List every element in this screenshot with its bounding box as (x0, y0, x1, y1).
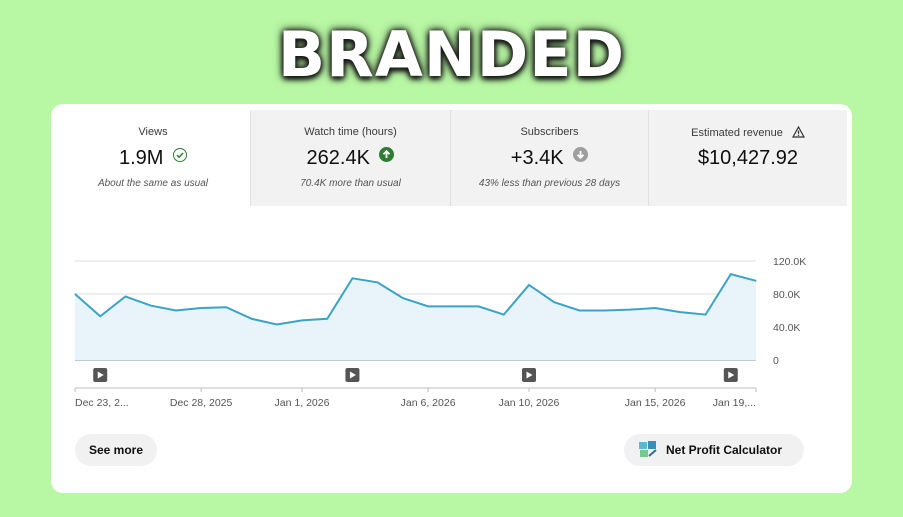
watch-time-label: Watch time (hours) (304, 126, 397, 138)
metric-tabs: Views 1.9M About the same as usual Watch… (56, 110, 847, 206)
watch-time-value: 262.4K (306, 147, 370, 169)
see-more-button[interactable]: See more (75, 434, 157, 466)
tab-revenue[interactable]: Estimated revenue $10,427.92 (649, 110, 847, 206)
views-value-row: 1.9M (56, 147, 250, 170)
data-point (679, 311, 681, 313)
revenue-value: $10,427.92 (697, 147, 799, 169)
series-line (74, 273, 757, 326)
data-point (452, 305, 454, 307)
data-point (326, 318, 328, 320)
play-glyph (97, 371, 104, 379)
arrow-up-circle-icon (379, 147, 395, 162)
data-point (654, 307, 656, 309)
data-point (200, 307, 202, 309)
net-profit-calculator-label: Net Profit Calculator (666, 443, 783, 457)
y-tick-label: 40.0K (773, 322, 800, 334)
x-tick-label: Jan 15, 2026 (625, 397, 686, 409)
subscribers-label: Subscribers (520, 126, 579, 138)
revenue-label-row: Estimated revenue (649, 125, 847, 141)
watch-time-note: 70.4K more than usual (300, 178, 401, 189)
data-point (225, 306, 227, 308)
data-point (528, 284, 530, 286)
data-point (730, 273, 732, 275)
x-tick-label: Jan 1, 2026 (275, 397, 330, 409)
subscribers-note: 43% less than previous 28 days (478, 178, 621, 189)
views-label: Views (138, 126, 168, 138)
data-point (755, 280, 757, 282)
data-point (251, 318, 253, 320)
tab-watch-time[interactable]: Watch time (hours) 262.4K 70.4K more tha… (251, 110, 451, 206)
data-point (175, 310, 177, 311)
x-tick-label: Jan 6, 2026 (401, 397, 456, 409)
watch-time-value-row: 262.4K (251, 147, 450, 170)
analytics-panel: Views 1.9M About the same as usual Watch… (56, 110, 847, 488)
subscribers-value-row: +3.4K (451, 147, 648, 170)
x-tick-label: Dec 28, 2025 (170, 397, 233, 409)
x-tick-label: Jan 10, 2026 (499, 397, 560, 409)
net-profit-calculator-button[interactable]: Net Profit Calculator (624, 434, 804, 466)
data-point (629, 309, 631, 311)
x-tick-label: Jan 19,... (713, 397, 756, 409)
y-tick-label: 120.0K (773, 256, 806, 268)
chart-area: 120.0K 80.0K 40.0K 0 Dec 23, 2... Dec 28, 202… (56, 206, 847, 416)
area-fill (75, 274, 756, 360)
data-point (604, 310, 606, 311)
data-point (377, 281, 379, 283)
calculator-logo-icon (638, 440, 658, 461)
revenue-label: Estimated revenue (691, 127, 783, 139)
data-point (74, 293, 76, 295)
tab-views[interactable]: Views 1.9M About the same as usual (56, 110, 251, 206)
y-tick-label: 80.0K (773, 289, 800, 301)
data-point (150, 305, 152, 307)
play-glyph (526, 371, 533, 379)
data-point (351, 277, 353, 279)
data-point (478, 305, 480, 307)
data-point (301, 319, 303, 321)
views-chart: 120.0K 80.0K 40.0K 0 Dec 23, 2... Dec 28, 202… (74, 256, 806, 409)
data-point (705, 314, 707, 316)
subscribers-value: +3.4K (510, 147, 564, 169)
arrow-down-circle-icon (573, 147, 589, 162)
data-point (124, 295, 126, 297)
headline: BRANDED (277, 18, 626, 91)
data-point (503, 314, 505, 316)
data-point (402, 297, 404, 299)
tab-subscribers[interactable]: Subscribers +3.4K 43% less than previous… (451, 110, 649, 206)
play-glyph (349, 371, 356, 379)
data-point (553, 301, 555, 303)
y-tick-label: 0 (773, 355, 779, 367)
data-point (276, 324, 278, 326)
data-point (578, 310, 580, 311)
x-tick-label: Dec 23, 2... (75, 397, 129, 409)
play-glyph (728, 371, 735, 379)
analytics-card: Views 1.9M About the same as usual Watch… (51, 104, 852, 493)
data-point (427, 305, 429, 307)
warning-icon (791, 125, 805, 141)
check-circle-icon (173, 148, 188, 162)
views-note: About the same as usual (97, 178, 209, 189)
data-point (99, 315, 101, 317)
views-value: 1.9M (118, 147, 164, 169)
